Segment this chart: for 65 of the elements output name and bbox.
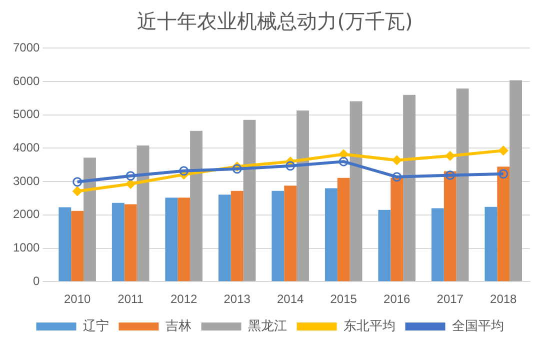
point bbox=[72, 177, 82, 187]
y-tick-label: 2000 bbox=[12, 207, 40, 222]
bar bbox=[58, 207, 72, 282]
bar bbox=[124, 204, 137, 282]
bar bbox=[510, 80, 522, 282]
bar bbox=[84, 158, 96, 282]
bar bbox=[178, 198, 190, 282]
legend-label: 吉林 bbox=[165, 318, 192, 334]
legend-label: 全国平均 bbox=[452, 318, 504, 334]
point bbox=[498, 169, 508, 179]
bar bbox=[243, 120, 256, 282]
point bbox=[392, 155, 402, 165]
x-tick-label: 2014 bbox=[276, 292, 304, 306]
y-tick-label: 1000 bbox=[12, 240, 40, 255]
point bbox=[126, 171, 136, 181]
point bbox=[338, 156, 348, 166]
bar bbox=[284, 186, 297, 282]
point bbox=[392, 172, 402, 182]
point bbox=[232, 164, 242, 174]
y-tick-label: 0 bbox=[33, 274, 40, 288]
x-tick-label: 2015 bbox=[330, 292, 358, 306]
legend-label: 东北平均 bbox=[343, 318, 396, 334]
legend-label: 黑龙江 bbox=[248, 318, 287, 334]
point bbox=[445, 170, 455, 180]
x-tick-label: 2013 bbox=[224, 292, 251, 306]
legend-label: 辽宁 bbox=[82, 318, 109, 334]
x-tick-label: 2012 bbox=[170, 292, 198, 306]
bar bbox=[136, 146, 150, 282]
x-tick-label: 2010 bbox=[64, 292, 91, 306]
y-tick-label: 7000 bbox=[12, 40, 40, 55]
bar bbox=[190, 130, 202, 282]
point bbox=[72, 186, 82, 196]
bar bbox=[444, 171, 456, 282]
bar bbox=[324, 188, 338, 282]
point bbox=[286, 161, 296, 171]
bar bbox=[296, 110, 309, 282]
bar bbox=[230, 190, 244, 282]
x-tick-label: 2018 bbox=[490, 292, 518, 306]
bar bbox=[378, 210, 391, 282]
bar bbox=[497, 166, 510, 282]
bar bbox=[350, 101, 362, 282]
point bbox=[445, 151, 455, 161]
point bbox=[338, 149, 348, 159]
point bbox=[179, 166, 189, 176]
bar bbox=[390, 178, 404, 282]
point bbox=[126, 179, 136, 189]
bar bbox=[272, 190, 284, 282]
bar bbox=[337, 178, 350, 282]
bar bbox=[165, 198, 178, 282]
bar bbox=[431, 208, 444, 282]
y-tick-label: 5000 bbox=[12, 107, 40, 122]
x-tick-label: 2016 bbox=[384, 292, 411, 306]
chart-title: 近十年农业机械总动力(万千瓦) bbox=[136, 8, 414, 35]
x-tick-label: 2017 bbox=[436, 292, 464, 306]
bar bbox=[484, 206, 498, 282]
bar bbox=[71, 210, 84, 282]
bar bbox=[403, 94, 416, 282]
point bbox=[498, 146, 508, 156]
y-tick-label: 4000 bbox=[12, 140, 40, 155]
y-tick-label: 3000 bbox=[12, 174, 40, 188]
bar bbox=[456, 88, 469, 282]
bar bbox=[218, 194, 231, 282]
bar bbox=[112, 202, 124, 282]
x-tick-label: 2011 bbox=[118, 292, 144, 306]
y-tick-label: 6000 bbox=[12, 74, 40, 88]
